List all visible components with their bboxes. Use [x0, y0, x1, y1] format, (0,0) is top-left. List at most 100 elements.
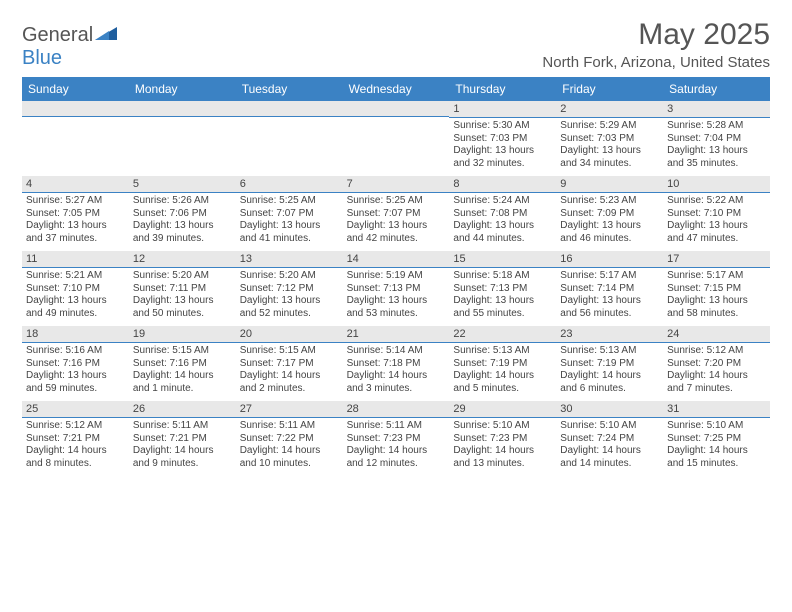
sunset-text: Sunset: 7:07 PM [240, 208, 339, 221]
day-body [343, 117, 450, 175]
sunrise-text: Sunrise: 5:25 AM [240, 195, 339, 208]
day-cell: 1Sunrise: 5:30 AMSunset: 7:03 PMDaylight… [449, 101, 556, 176]
sunrise-text: Sunrise: 5:11 AM [240, 420, 339, 433]
sunset-text: Sunset: 7:11 PM [133, 283, 232, 296]
daylight-text: Daylight: 14 hours and 9 minutes. [133, 445, 232, 470]
daylight-text: Daylight: 13 hours and 35 minutes. [667, 145, 766, 170]
sunset-text: Sunset: 7:17 PM [240, 358, 339, 371]
sunrise-text: Sunrise: 5:16 AM [26, 345, 125, 358]
daylight-text: Daylight: 13 hours and 41 minutes. [240, 220, 339, 245]
day-cell: 9Sunrise: 5:23 AMSunset: 7:09 PMDaylight… [556, 176, 663, 251]
brand-part1: General [22, 24, 93, 46]
day-cell: 19Sunrise: 5:15 AMSunset: 7:16 PMDayligh… [129, 326, 236, 401]
day-body: Sunrise: 5:12 AMSunset: 7:21 PMDaylight:… [22, 418, 129, 476]
day-number: 25 [22, 401, 129, 418]
day-number: 9 [556, 176, 663, 193]
day-number: 6 [236, 176, 343, 193]
sunrise-text: Sunrise: 5:20 AM [133, 270, 232, 283]
day-number: 19 [129, 326, 236, 343]
week-row: 11Sunrise: 5:21 AMSunset: 7:10 PMDayligh… [22, 251, 770, 326]
day-number: 14 [343, 251, 450, 268]
calendar: Sunday Monday Tuesday Wednesday Thursday… [22, 77, 770, 476]
daylight-text: Daylight: 14 hours and 12 minutes. [347, 445, 446, 470]
day-cell: 20Sunrise: 5:15 AMSunset: 7:17 PMDayligh… [236, 326, 343, 401]
day-cell: 15Sunrise: 5:18 AMSunset: 7:13 PMDayligh… [449, 251, 556, 326]
day-number: 1 [449, 101, 556, 118]
day-cell: 31Sunrise: 5:10 AMSunset: 7:25 PMDayligh… [663, 401, 770, 476]
dow-saturday: Saturday [663, 77, 770, 101]
sunset-text: Sunset: 7:10 PM [26, 283, 125, 296]
day-cell [343, 101, 450, 176]
day-cell: 22Sunrise: 5:13 AMSunset: 7:19 PMDayligh… [449, 326, 556, 401]
day-body: Sunrise: 5:13 AMSunset: 7:19 PMDaylight:… [449, 343, 556, 401]
title-block: May 2025 North Fork, Arizona, United Sta… [542, 18, 770, 71]
daylight-text: Daylight: 13 hours and 37 minutes. [26, 220, 125, 245]
day-number: 24 [663, 326, 770, 343]
week-row: 1Sunrise: 5:30 AMSunset: 7:03 PMDaylight… [22, 101, 770, 176]
dow-header-row: Sunday Monday Tuesday Wednesday Thursday… [22, 77, 770, 101]
day-cell: 18Sunrise: 5:16 AMSunset: 7:16 PMDayligh… [22, 326, 129, 401]
day-cell: 3Sunrise: 5:28 AMSunset: 7:04 PMDaylight… [663, 101, 770, 176]
sunrise-text: Sunrise: 5:10 AM [560, 420, 659, 433]
day-body [129, 117, 236, 175]
sunrise-text: Sunrise: 5:19 AM [347, 270, 446, 283]
day-body: Sunrise: 5:19 AMSunset: 7:13 PMDaylight:… [343, 268, 450, 326]
day-body: Sunrise: 5:14 AMSunset: 7:18 PMDaylight:… [343, 343, 450, 401]
day-body: Sunrise: 5:23 AMSunset: 7:09 PMDaylight:… [556, 193, 663, 251]
sunset-text: Sunset: 7:16 PM [26, 358, 125, 371]
sunrise-text: Sunrise: 5:12 AM [667, 345, 766, 358]
daylight-text: Daylight: 14 hours and 10 minutes. [240, 445, 339, 470]
day-body [236, 117, 343, 175]
dow-monday: Monday [129, 77, 236, 101]
day-cell: 12Sunrise: 5:20 AMSunset: 7:11 PMDayligh… [129, 251, 236, 326]
daylight-text: Daylight: 13 hours and 34 minutes. [560, 145, 659, 170]
sunset-text: Sunset: 7:09 PM [560, 208, 659, 221]
day-cell: 14Sunrise: 5:19 AMSunset: 7:13 PMDayligh… [343, 251, 450, 326]
sunset-text: Sunset: 7:18 PM [347, 358, 446, 371]
day-number: 28 [343, 401, 450, 418]
week-row: 25Sunrise: 5:12 AMSunset: 7:21 PMDayligh… [22, 401, 770, 476]
day-cell: 17Sunrise: 5:17 AMSunset: 7:15 PMDayligh… [663, 251, 770, 326]
daylight-text: Daylight: 14 hours and 14 minutes. [560, 445, 659, 470]
sunset-text: Sunset: 7:16 PM [133, 358, 232, 371]
day-cell: 13Sunrise: 5:20 AMSunset: 7:12 PMDayligh… [236, 251, 343, 326]
day-body: Sunrise: 5:25 AMSunset: 7:07 PMDaylight:… [236, 193, 343, 251]
sunset-text: Sunset: 7:03 PM [453, 133, 552, 146]
day-body: Sunrise: 5:12 AMSunset: 7:20 PMDaylight:… [663, 343, 770, 401]
day-number: 13 [236, 251, 343, 268]
sunset-text: Sunset: 7:15 PM [667, 283, 766, 296]
day-cell: 6Sunrise: 5:25 AMSunset: 7:07 PMDaylight… [236, 176, 343, 251]
daylight-text: Daylight: 14 hours and 3 minutes. [347, 370, 446, 395]
sunrise-text: Sunrise: 5:30 AM [453, 120, 552, 133]
sunset-text: Sunset: 7:05 PM [26, 208, 125, 221]
daylight-text: Daylight: 14 hours and 2 minutes. [240, 370, 339, 395]
day-number: 8 [449, 176, 556, 193]
sunrise-text: Sunrise: 5:10 AM [453, 420, 552, 433]
day-body: Sunrise: 5:11 AMSunset: 7:22 PMDaylight:… [236, 418, 343, 476]
sunset-text: Sunset: 7:03 PM [560, 133, 659, 146]
day-cell: 21Sunrise: 5:14 AMSunset: 7:18 PMDayligh… [343, 326, 450, 401]
day-number: 3 [663, 101, 770, 118]
day-cell: 25Sunrise: 5:12 AMSunset: 7:21 PMDayligh… [22, 401, 129, 476]
day-body: Sunrise: 5:26 AMSunset: 7:06 PMDaylight:… [129, 193, 236, 251]
day-number: 11 [22, 251, 129, 268]
day-cell: 2Sunrise: 5:29 AMSunset: 7:03 PMDaylight… [556, 101, 663, 176]
day-body: Sunrise: 5:10 AMSunset: 7:23 PMDaylight:… [449, 418, 556, 476]
sunset-text: Sunset: 7:12 PM [240, 283, 339, 296]
day-body: Sunrise: 5:24 AMSunset: 7:08 PMDaylight:… [449, 193, 556, 251]
sunset-text: Sunset: 7:23 PM [347, 433, 446, 446]
day-body: Sunrise: 5:25 AMSunset: 7:07 PMDaylight:… [343, 193, 450, 251]
sunrise-text: Sunrise: 5:29 AM [560, 120, 659, 133]
day-body: Sunrise: 5:15 AMSunset: 7:16 PMDaylight:… [129, 343, 236, 401]
sunrise-text: Sunrise: 5:15 AM [133, 345, 232, 358]
day-number: 22 [449, 326, 556, 343]
location-text: North Fork, Arizona, United States [542, 54, 770, 71]
sunset-text: Sunset: 7:19 PM [453, 358, 552, 371]
sunrise-text: Sunrise: 5:11 AM [347, 420, 446, 433]
sunrise-text: Sunrise: 5:18 AM [453, 270, 552, 283]
day-body: Sunrise: 5:22 AMSunset: 7:10 PMDaylight:… [663, 193, 770, 251]
sunset-text: Sunset: 7:10 PM [667, 208, 766, 221]
day-number [343, 101, 450, 117]
month-title: May 2025 [542, 18, 770, 52]
day-cell: 10Sunrise: 5:22 AMSunset: 7:10 PMDayligh… [663, 176, 770, 251]
